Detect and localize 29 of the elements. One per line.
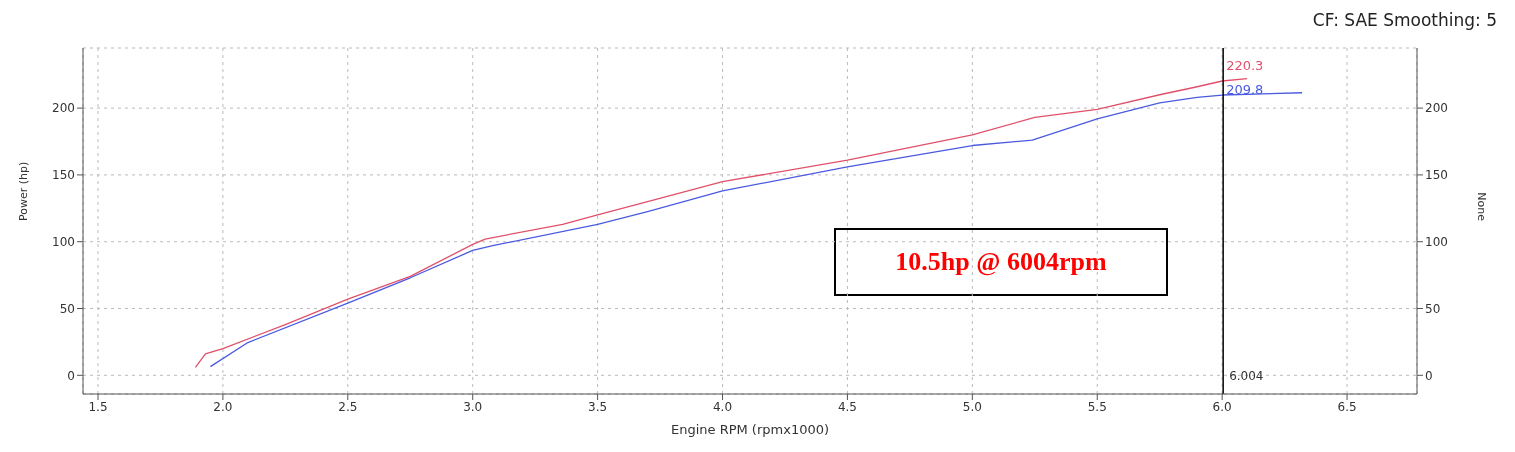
x-tick-label: 4.5 [837,399,857,414]
x-tick-label: 2.0 [213,399,233,414]
y-tick-label: 200 [52,101,75,116]
x-tick-label: 3.5 [588,399,608,414]
x-axis-title: Engine RPM (rpmx1000) [670,422,830,437]
y-tick-label: 100 [52,234,75,249]
y-tick-label: 150 [52,168,75,183]
y2-tick-label: 50 [1425,301,1441,316]
annotation: 209.8 [1226,81,1264,97]
y2-tick-label: 200 [1425,101,1448,116]
y-tick-label: 50 [59,301,75,316]
text-box: 10.5hp @ 6004rpm [834,228,1168,296]
y2-tick-label: 150 [1425,168,1448,183]
x-tick-label: 5.5 [1087,399,1107,414]
x-tick-label: 5.0 [962,399,982,414]
ref-line-label: 6.004 [1229,369,1264,383]
x-tick-label: 6.5 [1337,399,1357,414]
x-tick-label: 1.5 [88,399,108,414]
x-tick-label: 3.0 [463,399,483,414]
y2-tick-label: 0 [1425,368,1433,383]
annotation: 220.3 [1226,57,1264,73]
y2-axis-title: None [1475,192,1489,222]
text: CF: SAE Smoothing: 5 [1312,10,1497,30]
y-tick-label: 0 [67,368,75,383]
x-tick-label: 2.5 [338,399,358,414]
y2-tick-label: 100 [1425,234,1448,249]
x-tick-label: 6.0 [1212,399,1232,414]
y-axis-title: Power (hp) [16,161,30,221]
x-tick-label: 4.0 [712,399,733,414]
